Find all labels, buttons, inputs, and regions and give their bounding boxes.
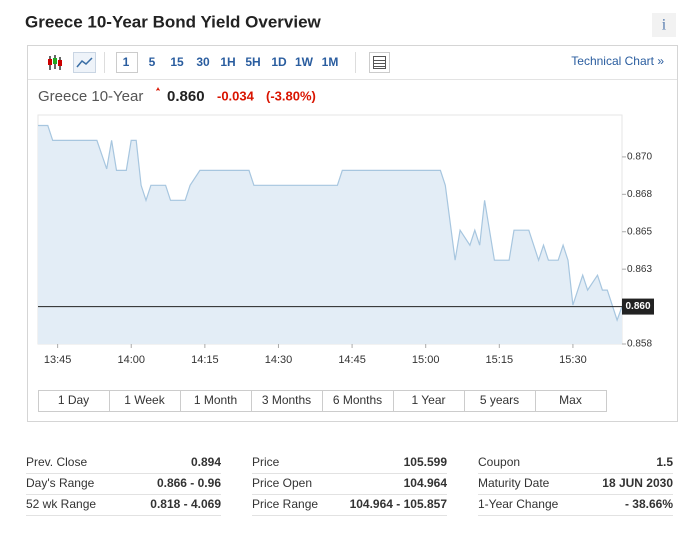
x-tick-label: 14:00 bbox=[117, 354, 145, 366]
stat-value: 18 JUN 2030 bbox=[602, 476, 673, 490]
stat-label: Coupon bbox=[478, 455, 520, 469]
stat-label: Price Range bbox=[252, 497, 318, 511]
last-value-box bbox=[622, 298, 654, 315]
range-button[interactable] bbox=[535, 390, 607, 412]
plot: Investing.com bbox=[37, 114, 623, 345]
interval-button[interactable]: 1M bbox=[322, 55, 339, 69]
price-change-percent: (-3.80%) bbox=[266, 88, 316, 103]
interval-button[interactable]: 5H bbox=[245, 55, 260, 69]
table-icon bbox=[373, 56, 386, 69]
info-button[interactable] bbox=[652, 13, 676, 37]
range-label[interactable]: 1 Week bbox=[124, 393, 165, 407]
range-label[interactable]: 5 years bbox=[480, 393, 519, 407]
interval-button[interactable]: 15 bbox=[170, 55, 184, 69]
range-label[interactable]: 1 Month bbox=[194, 393, 237, 407]
line-icon bbox=[76, 57, 93, 68]
range-label[interactable]: 6 Months bbox=[333, 393, 382, 407]
stat-label: Day's Range bbox=[26, 476, 95, 490]
stat-label: Maturity Date bbox=[478, 476, 550, 490]
range-label[interactable]: 1 Day bbox=[58, 393, 89, 407]
info-icon[interactable]: i bbox=[662, 17, 667, 34]
range-label[interactable]: 1 Year bbox=[411, 393, 445, 407]
alert-star bbox=[156, 87, 160, 91]
interval-button[interactable]: 1 bbox=[123, 55, 130, 69]
x-tick-label: 15:00 bbox=[412, 354, 440, 366]
page-title: Greece 10-Year Bond Yield Overview bbox=[25, 12, 322, 31]
interval-button[interactable]: 1D bbox=[271, 55, 287, 69]
x-tick-label: 13:45 bbox=[44, 354, 72, 366]
table-button[interactable] bbox=[369, 52, 390, 73]
stat-value: 104.964 bbox=[404, 476, 448, 490]
stat-value: 1.5 bbox=[656, 455, 673, 469]
range-label[interactable]: 3 Months bbox=[262, 393, 311, 407]
technical-chart-link[interactable]: Technical Chart » bbox=[571, 54, 664, 68]
y-tick-label: 0.865 bbox=[627, 226, 652, 237]
stat-value: 0.894 bbox=[191, 455, 221, 469]
last-price: 0.860 bbox=[167, 88, 205, 105]
instrument-name: Greece 10-Year bbox=[38, 88, 143, 105]
y-tick-label: 0.870 bbox=[627, 152, 652, 163]
last-value-label: 0.860 bbox=[625, 301, 650, 312]
stat-label: Prev. Close bbox=[26, 455, 87, 469]
line bbox=[38, 124, 623, 322]
y-tick-label: 0.858 bbox=[627, 339, 652, 350]
stat-label: 1-Year Change bbox=[478, 497, 559, 511]
range-label[interactable]: Max bbox=[559, 393, 582, 407]
stat-value: 105.599 bbox=[404, 455, 448, 469]
stat-value: - 38.66% bbox=[625, 497, 673, 511]
y-tick-label: 0.868 bbox=[627, 189, 652, 200]
interval-button[interactable]: 5 bbox=[149, 55, 156, 69]
price-change: -0.034 bbox=[217, 88, 255, 103]
x-tick-label: 14:45 bbox=[338, 354, 366, 366]
stat-label: Price bbox=[252, 455, 280, 469]
interval-selected[interactable] bbox=[116, 52, 138, 73]
area bbox=[38, 125, 622, 344]
stat-value: 104.964 - 105.857 bbox=[350, 497, 448, 511]
interval-button[interactable]: 30 bbox=[196, 55, 210, 69]
chart-box bbox=[27, 45, 678, 422]
stat-value: 0.866 - 0.96 bbox=[157, 476, 221, 490]
x-tick-label: 15:15 bbox=[486, 354, 514, 366]
stat-label: Price Open bbox=[252, 476, 312, 490]
y-tick-label: 0.863 bbox=[627, 264, 652, 275]
interval-button[interactable]: 1H bbox=[220, 55, 235, 69]
interval-button[interactable]: 1W bbox=[295, 55, 314, 69]
candle-icon[interactable] bbox=[48, 55, 62, 70]
x-tick-label: 14:15 bbox=[191, 354, 219, 366]
stat-value: 0.818 - 4.069 bbox=[150, 497, 221, 511]
x-tick-label: 14:30 bbox=[265, 354, 293, 366]
stat-label: 52 wk Range bbox=[26, 497, 96, 511]
x-tick-label: 15:30 bbox=[559, 354, 587, 366]
